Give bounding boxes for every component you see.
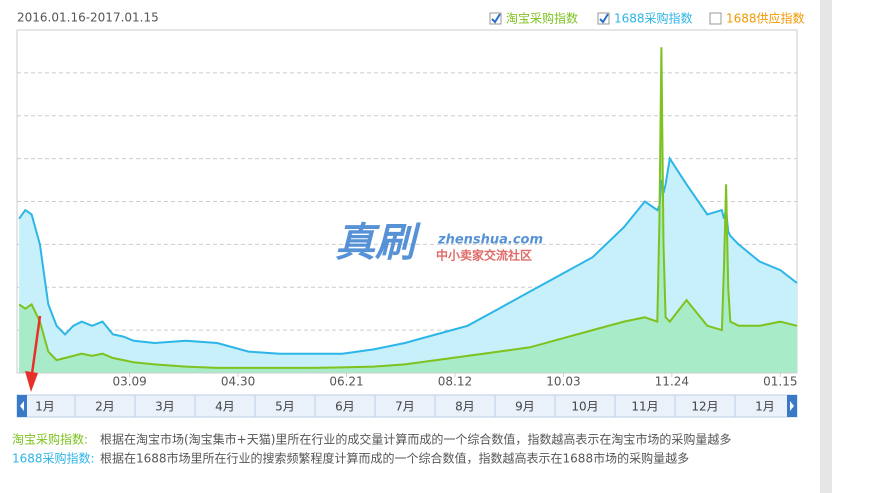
month-label[interactable]: 5月	[275, 400, 295, 414]
note-text: 根据在1688市场里所在行业的搜索频繁程度计算而成的一个综合数值，指数越高表示在…	[100, 451, 689, 466]
month-label[interactable]: 11月	[631, 400, 658, 414]
legend-label: 1688采购指数	[614, 11, 693, 26]
legend-label: 淘宝采购指数	[506, 11, 578, 26]
arrow-right	[790, 401, 794, 411]
x-tick-label: 01.15	[763, 375, 797, 389]
x-tick-label: 03.09	[112, 375, 146, 389]
legend-checkbox[interactable]	[489, 12, 502, 25]
month-label[interactable]: 9月	[515, 400, 535, 414]
month-label[interactable]: 10月	[571, 400, 598, 414]
chart-title: 2016.01.16-2017.01.15	[17, 11, 159, 25]
month-label[interactable]: 4月	[215, 400, 235, 414]
red-arrow-head	[25, 371, 38, 392]
watermark-logo: 真刷	[335, 220, 421, 266]
note-label: 淘宝采购指数:	[12, 432, 88, 447]
arrow-left	[20, 401, 24, 411]
month-label[interactable]: 2月	[95, 400, 115, 414]
month-label[interactable]: 7月	[395, 400, 415, 414]
area	[19, 47, 798, 373]
month-label[interactable]: 1月	[755, 400, 775, 414]
legend-checkbox[interactable]	[597, 12, 610, 25]
legend-label: 1688供应指数	[726, 11, 805, 26]
x-tick-label: 11.24	[655, 375, 689, 389]
month-label[interactable]: 6月	[335, 400, 355, 414]
x-tick-label: 08.12	[438, 375, 472, 389]
month-label[interactable]: 12月	[691, 400, 718, 414]
note-label: 1688采购指数:	[12, 451, 95, 466]
watermark-site: zhenshua.com	[437, 233, 543, 248]
watermark: 真刷 zhenshua.com 中小卖家交流社区	[335, 220, 543, 266]
month-bar: 1月 2月 3月 4月 5月 6月 7月 8月 9月 10月 11月 12月 1月	[16, 394, 798, 418]
check-mark	[599, 13, 609, 24]
x-tick-label: 04.30	[221, 375, 255, 389]
check-mark	[491, 13, 501, 24]
legend-checkbox[interactable]	[709, 12, 722, 25]
month-label[interactable]: 1月	[35, 400, 55, 414]
line	[18, 47, 798, 369]
side-strip	[820, 0, 832, 493]
month-label[interactable]: 3月	[155, 400, 175, 414]
watermark-slogan: 中小卖家交流社区	[436, 248, 532, 263]
x-tick-label: 06.21	[329, 375, 363, 389]
x-tick-label: 10.03	[546, 375, 580, 389]
area	[19, 158, 798, 373]
note-text: 根据在淘宝市场(淘宝集市+天猫)里所在行业的成交量计算而成的一个综合数值，指数越…	[100, 432, 731, 447]
line	[18, 155, 798, 355]
month-label[interactable]: 8月	[455, 400, 475, 414]
